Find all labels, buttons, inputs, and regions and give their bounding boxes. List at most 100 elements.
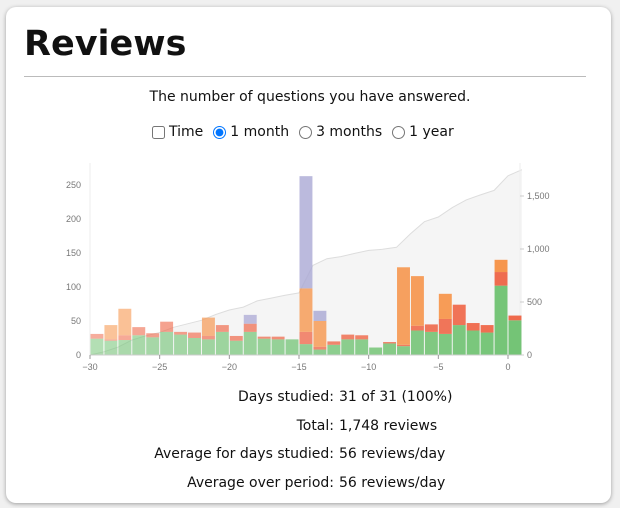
- range-label: 1 month: [230, 124, 290, 140]
- bar-segment: [299, 288, 313, 332]
- bar-segment: [146, 333, 160, 338]
- x-tick-label: −25: [152, 362, 167, 372]
- bar-segment: [438, 318, 452, 334]
- bar-segment: [438, 333, 452, 355]
- bar-segment: [494, 285, 508, 355]
- range-3-months[interactable]: 3 months: [299, 124, 382, 140]
- bar-segment: [494, 259, 508, 273]
- bar-segment: [243, 314, 257, 324]
- bar-segment: [355, 339, 369, 355]
- divider: [24, 76, 586, 77]
- bar-segment: [257, 338, 271, 355]
- x-tick-label: −20: [222, 362, 237, 372]
- y-tick-label-left: 50: [71, 316, 81, 326]
- bar-segment: [369, 347, 383, 355]
- bar-segment: [480, 332, 494, 355]
- bar-segment: [201, 339, 215, 355]
- bar-segment: [299, 176, 313, 289]
- bar-segment: [90, 333, 104, 339]
- time-checkbox-input[interactable]: [152, 125, 165, 139]
- bar-segment: [118, 308, 132, 336]
- bar-segment: [494, 272, 508, 286]
- page-title: Reviews: [24, 24, 187, 64]
- bar-segment: [313, 321, 327, 347]
- stats-table: Days studied: 31 of 31 (100%) Total: 1,748…: [0, 383, 620, 497]
- stat-days-studied: Days studied: 31 of 31 (100%): [0, 383, 620, 412]
- bar-segment: [355, 335, 369, 340]
- range-label: 1 year: [409, 124, 454, 140]
- y-tick-label-left: 100: [66, 282, 81, 292]
- range-radio[interactable]: [392, 125, 406, 139]
- y-tick-label-left: 0: [76, 350, 81, 360]
- bar-segment: [104, 339, 118, 341]
- bar-segment: [118, 340, 132, 355]
- bar-segment: [410, 276, 424, 326]
- bar-segment: [424, 331, 438, 355]
- bar-segment: [383, 343, 397, 355]
- range-radio[interactable]: [213, 125, 227, 139]
- stat-total: Total: 1,748 reviews: [0, 412, 620, 441]
- stat-label: Days studied:: [237, 389, 334, 406]
- subtitle: The number of questions you have answere…: [149, 89, 471, 105]
- bar-segment: [104, 340, 118, 355]
- bar-segment: [313, 349, 327, 355]
- bar-segment: [397, 344, 410, 347]
- y-tick-label-right: 0: [527, 350, 532, 360]
- bar-segment: [466, 330, 480, 355]
- range-1-year[interactable]: 1 year: [392, 124, 454, 140]
- bar-segment: [327, 341, 341, 345]
- bar-segment: [313, 310, 327, 321]
- bar-segment: [341, 339, 355, 355]
- time-checkbox[interactable]: Time: [152, 124, 203, 140]
- bar-segment: [243, 331, 257, 355]
- bar-segment: [257, 336, 271, 339]
- bar-segment: [201, 335, 215, 340]
- stat-value: 56 reviews/day: [339, 474, 446, 491]
- bar-segment: [243, 323, 257, 332]
- stat-label: Average over period:: [187, 474, 334, 491]
- bar-segment: [188, 338, 201, 355]
- bar-segment: [215, 325, 229, 332]
- bar-segment: [383, 342, 397, 344]
- y-tick-label-left: 250: [66, 180, 81, 190]
- bar-segment: [480, 325, 494, 333]
- bar-segment: [313, 346, 327, 350]
- bar-segment: [118, 335, 132, 341]
- bar-segment: [410, 325, 424, 331]
- bar-segment: [410, 330, 424, 355]
- x-tick-label: −30: [82, 362, 97, 372]
- range-1-month[interactable]: 1 month: [213, 124, 289, 140]
- bar-segment: [104, 325, 118, 340]
- bar-segment: [146, 337, 160, 355]
- bar-segment: [466, 323, 480, 331]
- y-tick-label-right: 500: [527, 297, 542, 307]
- y-tick-label-right: 1,500: [527, 191, 550, 201]
- bar-segment: [229, 340, 243, 355]
- bar-segment: [215, 331, 229, 355]
- bar-segment: [160, 321, 174, 332]
- y-tick-label-right: 1,000: [527, 244, 550, 254]
- range-options: Time 1 month 3 months 1 year: [152, 124, 454, 140]
- bar-segment: [229, 335, 243, 341]
- bar-segment: [174, 331, 188, 335]
- y-tick-label-left: 200: [66, 214, 81, 224]
- bar-segment: [508, 320, 522, 355]
- bar-segment: [327, 344, 341, 355]
- bar-segment: [397, 346, 410, 355]
- stat-value: 31 of 31 (100%): [339, 389, 453, 406]
- bar-segment: [201, 317, 215, 336]
- bar-segment: [508, 315, 522, 321]
- bar-segment: [397, 267, 410, 345]
- range-radio[interactable]: [299, 125, 313, 139]
- time-label: Time: [169, 124, 204, 140]
- bar-segment: [341, 334, 355, 340]
- bar-segment: [424, 324, 438, 332]
- bar-segment: [271, 336, 285, 340]
- stat-label: Total:: [296, 417, 334, 434]
- bar-segment: [452, 325, 466, 355]
- range-label: 3 months: [316, 124, 383, 140]
- y-tick-label-left: 150: [66, 248, 81, 258]
- bar-segment: [452, 304, 466, 326]
- stat-average-days-studied: Average for days studied: 56 reviews/day: [0, 440, 620, 469]
- bar-segment: [438, 293, 452, 319]
